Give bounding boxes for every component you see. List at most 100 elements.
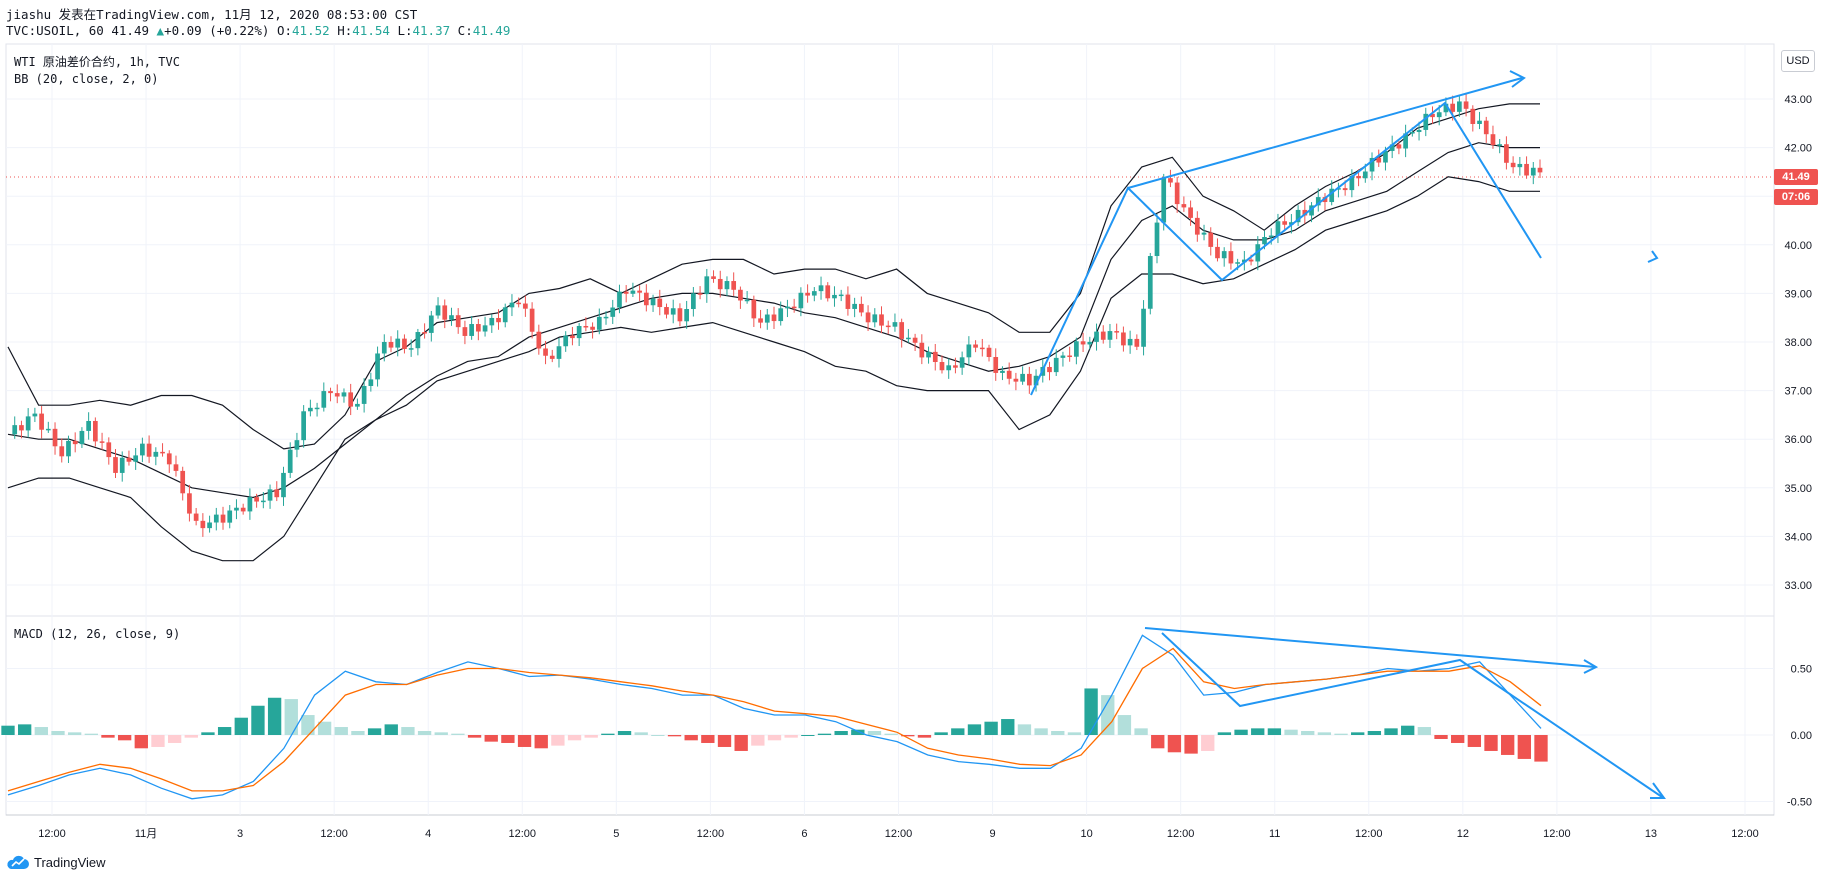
histogram-bar [1484, 735, 1498, 751]
time-tick-label: 9 [989, 828, 995, 840]
histogram-bar [1084, 688, 1098, 735]
candle-up [1416, 129, 1422, 133]
candle-up [630, 290, 636, 294]
histogram-bar [1217, 732, 1232, 735]
time-tick-label: 12:00 [1355, 828, 1383, 840]
histogram-bar [17, 724, 32, 735]
price-impulse-drawing[interactable] [1030, 101, 1542, 396]
chart-canvas[interactable]: 43.0042.0041.0040.0039.0038.0037.0036.00… [0, 0, 1828, 850]
candle-up [469, 324, 474, 336]
histogram-bar [184, 735, 198, 738]
histogram-bar [1117, 715, 1132, 735]
candle-up [301, 411, 307, 441]
candle-up [1033, 375, 1039, 386]
candle-down [240, 507, 246, 512]
currency-button[interactable]: USD [1781, 50, 1815, 72]
histogram-bar [884, 733, 898, 735]
histogram-bar [901, 735, 915, 737]
candle-up [1329, 188, 1335, 203]
candle-up [1154, 222, 1160, 257]
macd-wave-drawing[interactable] [1161, 632, 1663, 798]
candle-up [650, 298, 656, 306]
candle-down [1121, 332, 1126, 346]
histogram-bar [351, 731, 365, 735]
candle-up [1241, 259, 1247, 263]
arrow-head-down-right [1647, 250, 1659, 263]
tradingview-logo[interactable]: TradingView [6, 854, 106, 870]
histogram-bar [451, 733, 465, 735]
histogram-bar [401, 727, 415, 735]
close-value: 41.49 [472, 23, 511, 38]
price-tick-label: 35.00 [1784, 483, 1812, 495]
candle-down [973, 344, 978, 348]
candle-up [1309, 205, 1314, 216]
histogram-bar [1467, 735, 1482, 747]
candle-up [435, 305, 441, 316]
trend-drawings[interactable] [1030, 70, 1666, 799]
histogram-bar [101, 735, 115, 738]
time-tick-label: 4 [425, 828, 431, 840]
candle-up [1362, 171, 1368, 179]
candle-down [711, 276, 716, 279]
time-tick-label: 12:00 [509, 828, 537, 840]
macd-tick-label: 0.50 [1791, 664, 1812, 676]
macd-axis: 0.50 0.00 -0.50 [1787, 664, 1812, 809]
histogram-bar [1434, 735, 1448, 739]
candle-up [375, 353, 380, 380]
candle-down [1080, 341, 1086, 345]
histogram-bar [684, 735, 698, 741]
candle-up [1161, 178, 1167, 223]
histogram-bar [934, 732, 948, 735]
histogram-bar [1534, 735, 1548, 762]
histogram-bar [267, 697, 282, 735]
histogram-bar [251, 705, 265, 735]
bollinger-bands [7, 103, 1540, 562]
candle-up [25, 416, 31, 431]
candle-up [1000, 370, 1005, 373]
histogram-bar [117, 735, 132, 741]
candle-up [1235, 262, 1240, 264]
histogram-bar [534, 735, 548, 749]
candle-up [213, 514, 219, 523]
candle-up [1423, 113, 1429, 130]
histogram-bar [801, 735, 815, 736]
close-label: C: [457, 23, 473, 38]
price-top-trendline[interactable] [1127, 77, 1523, 189]
candle-up [66, 440, 71, 457]
candle-down [1490, 134, 1496, 145]
macd-top-trendline[interactable] [1144, 627, 1596, 668]
candle-up [1530, 167, 1536, 176]
ohlc-line: TVC:USOIL, 60 41.49 ▲+0.09 (+0.22%) O:41… [6, 23, 510, 38]
candle-up [1389, 144, 1395, 151]
candle-up [811, 291, 817, 296]
candle-down [1342, 188, 1348, 191]
time-tick-label: 11月 [135, 828, 157, 840]
histogram-bar [367, 728, 382, 735]
candle-up [355, 403, 360, 407]
time-tick-label: 12:00 [320, 828, 348, 840]
last-price: 41.49 [111, 23, 150, 38]
candle-down [1047, 366, 1052, 373]
candle-up [260, 500, 266, 503]
candle-up [1443, 103, 1449, 113]
signal-line [7, 647, 1542, 792]
time-tick-label: 11 [1269, 828, 1280, 840]
price-pane-frame [5, 43, 1775, 617]
candle-up [892, 322, 898, 327]
histogram-bar [734, 735, 748, 751]
histogram-bar [1034, 728, 1048, 735]
candle-down [1356, 175, 1361, 179]
candle-down [717, 278, 723, 290]
candles [12, 92, 1543, 537]
candle-down [19, 425, 24, 431]
candle-down [1376, 157, 1382, 163]
price-tick-label: 34.00 [1784, 531, 1812, 543]
candle-up [838, 294, 844, 297]
time-tick-label: 3 [237, 828, 243, 840]
histogram-bar [1517, 735, 1532, 759]
candle-up [670, 308, 676, 315]
candle-up [1020, 373, 1025, 382]
candle-down [899, 322, 905, 339]
candle-up [1517, 163, 1523, 168]
histogram-bar [1017, 724, 1032, 735]
